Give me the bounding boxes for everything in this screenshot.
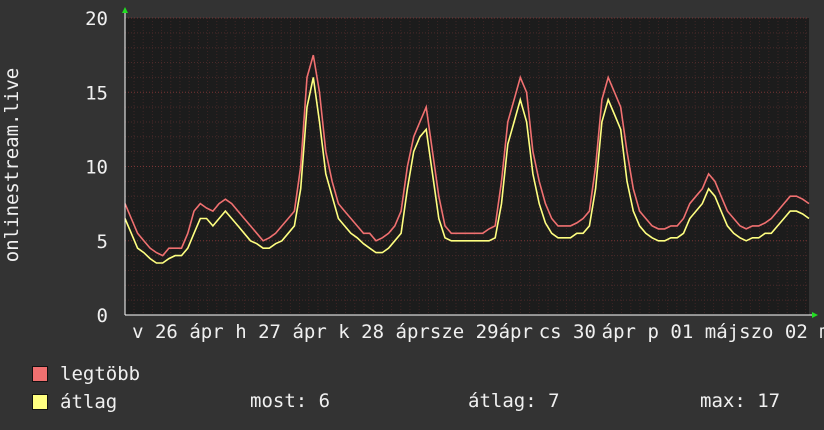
x-tick-label: p 01 (648, 321, 694, 343)
legend-item-avg: átlag (32, 390, 117, 414)
legend-swatch-avg (32, 394, 48, 410)
x-tick-label: ápr (499, 321, 533, 343)
y-tick-label: 15 (85, 82, 108, 104)
x-tick-label: cs 30 (539, 321, 596, 343)
x-tick-label: sze 29 (430, 321, 499, 343)
grid (125, 17, 809, 315)
x-tick-label: k 28 (338, 321, 384, 343)
y-axis-label: onlinestream.live (1, 68, 23, 262)
stat-max-label: max: (700, 390, 746, 412)
y-axis-arrow (122, 7, 128, 13)
y-tick-label: 10 (85, 157, 108, 179)
stat-now-label: most: (250, 390, 308, 412)
x-tick-label: h 27 (235, 321, 281, 343)
x-tick-label: ápr (602, 321, 636, 343)
x-tick-label: m (819, 321, 824, 343)
stat-now-value: 6 (318, 390, 331, 412)
y-axis-ticks: 0 5 10 15 20 (85, 8, 108, 327)
legend-item-max: legtöbb (32, 362, 140, 386)
legend-label-avg: átlag (60, 391, 118, 413)
x-axis-arrow (812, 312, 818, 318)
x-tick-label: szo 02 (739, 321, 808, 343)
stat-max: max: 17 (700, 390, 780, 412)
x-tick-label: ápr (189, 321, 223, 343)
x-tick-label: v 26 (132, 321, 178, 343)
y-tick-label: 20 (85, 8, 108, 30)
legend-label-max: legtöbb (60, 363, 141, 385)
y-tick-label: 0 (97, 305, 108, 327)
stat-avg-label: átlag: (468, 390, 537, 412)
stat-max-value: 17 (757, 390, 781, 412)
x-axis-ticks: v 26 ápr h 27 ápr k 28 ápr sze 29 ápr cs 30 ápr p … (132, 321, 824, 343)
x-tick-label: ápr (396, 321, 430, 343)
legend-swatch-max (32, 366, 48, 382)
y-tick-label: 5 (97, 231, 108, 253)
x-tick-label: máj (705, 321, 739, 343)
series-lines (124, 54, 810, 264)
x-tick-label: ápr (292, 321, 326, 343)
stat-now: most: 6 (250, 390, 330, 412)
stat-avg-value: 7 (548, 390, 560, 412)
stat-avg: átlag: 7 (468, 390, 560, 412)
series-line-max (124, 54, 810, 257)
series-line-avg (124, 77, 810, 264)
